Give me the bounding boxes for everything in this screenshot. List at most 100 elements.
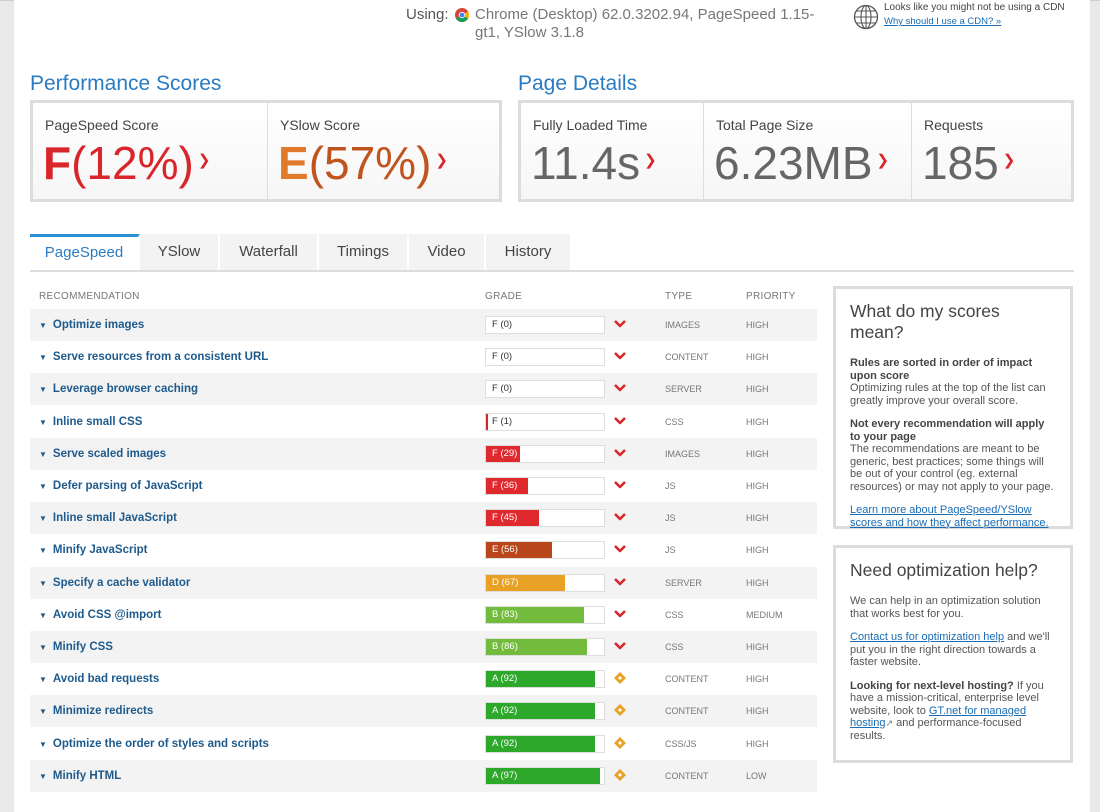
expand-triangle-icon[interactable]: ▼ xyxy=(39,579,47,588)
expand-triangle-icon[interactable]: ▼ xyxy=(39,450,47,459)
chevron-down-icon[interactable] xyxy=(613,414,627,428)
recommendation-name[interactable]: ▼ Defer parsing of JavaScript xyxy=(39,480,202,492)
grade-bar-fill xyxy=(486,478,529,494)
table-row[interactable]: ▼ Minify JavaScript E (56) JS HIGH xyxy=(30,534,817,566)
divider xyxy=(267,103,268,199)
grade-bar: F (36) xyxy=(485,477,605,495)
recommendation-priority: HIGH xyxy=(746,481,769,491)
expand-triangle-icon[interactable]: ▼ xyxy=(39,707,47,716)
chevron-down-icon[interactable] xyxy=(613,607,627,621)
table-row[interactable]: ▼ Avoid CSS @import B (83) CSS MEDIUM xyxy=(30,599,817,631)
expand-triangle-icon[interactable]: ▼ xyxy=(39,772,47,781)
tab-history[interactable]: History xyxy=(486,234,572,270)
grade-label: A (92) xyxy=(492,738,518,749)
table-row[interactable]: ▼ Inline small JavaScript F (45) JS HIGH xyxy=(30,502,817,534)
table-row[interactable]: ▼ Specify a cache validator D (67) SERVER HI… xyxy=(30,567,817,599)
recommendation-label: Specify a cache validator xyxy=(52,577,191,589)
page-size-value: 6.23MB ❯ xyxy=(714,133,889,191)
expand-triangle-icon[interactable]: ▼ xyxy=(39,353,47,362)
table-row[interactable]: ▼ Optimize the order of styles and script… xyxy=(30,728,817,760)
chevron-down-icon[interactable] xyxy=(613,542,627,556)
learn-more-link[interactable]: Learn more about PageSpeed/YSlow scores … xyxy=(850,504,1049,529)
chevron-down-icon[interactable] xyxy=(613,478,627,492)
recommendation-name[interactable]: ▼ Minify JavaScript xyxy=(39,544,148,556)
recommendation-name[interactable]: ▼ Minimize redirects xyxy=(39,705,153,717)
grade-bar-fill xyxy=(486,768,601,784)
chevron-down-icon[interactable]: ❯ xyxy=(1002,152,1016,169)
recommendation-name[interactable]: ▼ Avoid CSS @import xyxy=(39,609,161,621)
recommendation-name[interactable]: ▼ Serve scaled images xyxy=(39,448,166,460)
table-row[interactable]: ▼ Avoid bad requests A (92) CONTENT HIGH xyxy=(30,663,817,695)
recommendation-name[interactable]: ▼ Optimize the order of styles and script… xyxy=(39,738,269,750)
grade-bar: B (86) xyxy=(485,638,605,656)
chevron-down-icon[interactable]: ❯ xyxy=(435,152,448,169)
table-row[interactable]: ▼ Serve resources from a consistent URL F … xyxy=(30,341,817,373)
table-row[interactable]: ▼ Defer parsing of JavaScript F (36) JS HIGH xyxy=(30,470,817,502)
expand-triangle-icon[interactable]: ▼ xyxy=(39,418,47,427)
hosting-link[interactable]: GT.net for managed hosting xyxy=(850,704,1027,730)
table-row[interactable]: ▼ Inline small CSS F (1) CSS HIGH xyxy=(30,406,817,438)
diamond-icon[interactable] xyxy=(613,768,627,782)
diamond-icon[interactable] xyxy=(613,703,627,717)
recommendation-name[interactable]: ▼ Serve resources from a consistent URL xyxy=(39,351,268,363)
optimization-help-panel: Need optimization help? We can help in a… xyxy=(833,545,1073,763)
expand-triangle-icon[interactable]: ▼ xyxy=(39,514,47,523)
tab-pagespeed[interactable]: PageSpeed xyxy=(30,234,140,270)
chevron-down-icon[interactable] xyxy=(613,349,627,363)
recommendation-name[interactable]: ▼ Inline small JavaScript xyxy=(39,512,177,524)
chevron-down-icon[interactable] xyxy=(613,317,627,331)
grade-bar: A (92) xyxy=(485,670,605,688)
contact-link[interactable]: Contact us for optimization help xyxy=(850,631,1005,643)
recommendation-name[interactable]: ▼ Leverage browser caching xyxy=(39,383,198,395)
recommendation-name[interactable]: ▼ Minify CSS xyxy=(39,641,113,653)
chevron-down-icon[interactable] xyxy=(613,639,627,653)
table-row[interactable]: ▼ Minify CSS B (86) CSS HIGH xyxy=(30,631,817,663)
recommendation-name[interactable]: ▼ Inline small CSS xyxy=(39,416,142,428)
tab-video[interactable]: Video xyxy=(409,234,486,270)
tab-timings[interactable]: Timings xyxy=(319,234,409,270)
recommendation-name[interactable]: ▼ Avoid bad requests xyxy=(39,673,159,685)
grade-label: E (56) xyxy=(492,544,518,555)
chevron-down-icon[interactable]: ❯ xyxy=(197,152,211,169)
external-link-icon: ↗ xyxy=(885,718,894,728)
help-text-2: and we'll put you in the right direction… xyxy=(850,631,1050,668)
tab-waterfall[interactable]: Waterfall xyxy=(220,234,319,270)
grade-bar-fill xyxy=(486,510,540,526)
chevron-down-icon[interactable]: ❯ xyxy=(644,152,657,169)
recommendation-name[interactable]: ▼ Optimize images xyxy=(39,319,144,331)
recommendation-name[interactable]: ▼ Minify HTML xyxy=(39,770,121,782)
yslow-score[interactable]: YSlow Score E(57%) ❯ xyxy=(268,103,499,199)
recommendation-name[interactable]: ▼ Specify a cache validator xyxy=(39,577,190,589)
chevron-down-icon[interactable] xyxy=(613,510,627,524)
diamond-icon[interactable] xyxy=(613,736,627,750)
recommendation-label: Defer parsing of JavaScript xyxy=(52,480,203,492)
tab-yslow[interactable]: YSlow xyxy=(140,234,220,270)
expand-triangle-icon[interactable]: ▼ xyxy=(39,740,47,749)
grade-label: A (92) xyxy=(492,705,518,716)
expand-triangle-icon[interactable]: ▼ xyxy=(39,385,47,394)
cdn-link[interactable]: Why should I use a CDN? » xyxy=(884,16,1002,27)
pagespeed-score[interactable]: PageSpeed Score F(12%) ❯ xyxy=(33,103,267,199)
chevron-down-icon[interactable] xyxy=(613,381,627,395)
table-row[interactable]: ▼ Minimize redirects A (92) CONTENT HIGH xyxy=(30,695,817,727)
grade-bar: D (67) xyxy=(485,574,605,592)
chevron-down-icon[interactable] xyxy=(613,575,627,589)
expand-triangle-icon[interactable]: ▼ xyxy=(39,546,47,555)
table-row[interactable]: ▼ Optimize images F (0) IMAGES HIGH xyxy=(30,309,817,341)
table-row[interactable]: ▼ Minify HTML A (97) CONTENT LOW xyxy=(30,760,817,792)
table-row[interactable]: ▼ Serve scaled images F (29) IMAGES HIGH xyxy=(30,438,817,470)
requests[interactable]: Requests 185 ❯ xyxy=(912,103,1071,199)
expand-triangle-icon[interactable]: ▼ xyxy=(39,482,47,491)
expand-triangle-icon[interactable]: ▼ xyxy=(39,321,47,330)
chevron-down-icon[interactable]: ❯ xyxy=(876,152,890,169)
recommendation-priority: MEDIUM xyxy=(746,610,783,620)
expand-triangle-icon[interactable]: ▼ xyxy=(39,611,47,620)
chevron-down-icon[interactable] xyxy=(613,446,627,460)
fully-loaded-time[interactable]: Fully Loaded Time 11.4s ❯ xyxy=(521,103,703,199)
expand-triangle-icon[interactable]: ▼ xyxy=(39,643,47,652)
diamond-icon[interactable] xyxy=(613,671,627,685)
table-row[interactable]: ▼ Leverage browser caching F (0) SERVER HIGH xyxy=(30,373,817,405)
total-page-size[interactable]: Total Page Size 6.23MB ❯ xyxy=(704,103,911,199)
recommendation-label: Avoid CSS @import xyxy=(52,609,162,621)
expand-triangle-icon[interactable]: ▼ xyxy=(39,675,47,684)
